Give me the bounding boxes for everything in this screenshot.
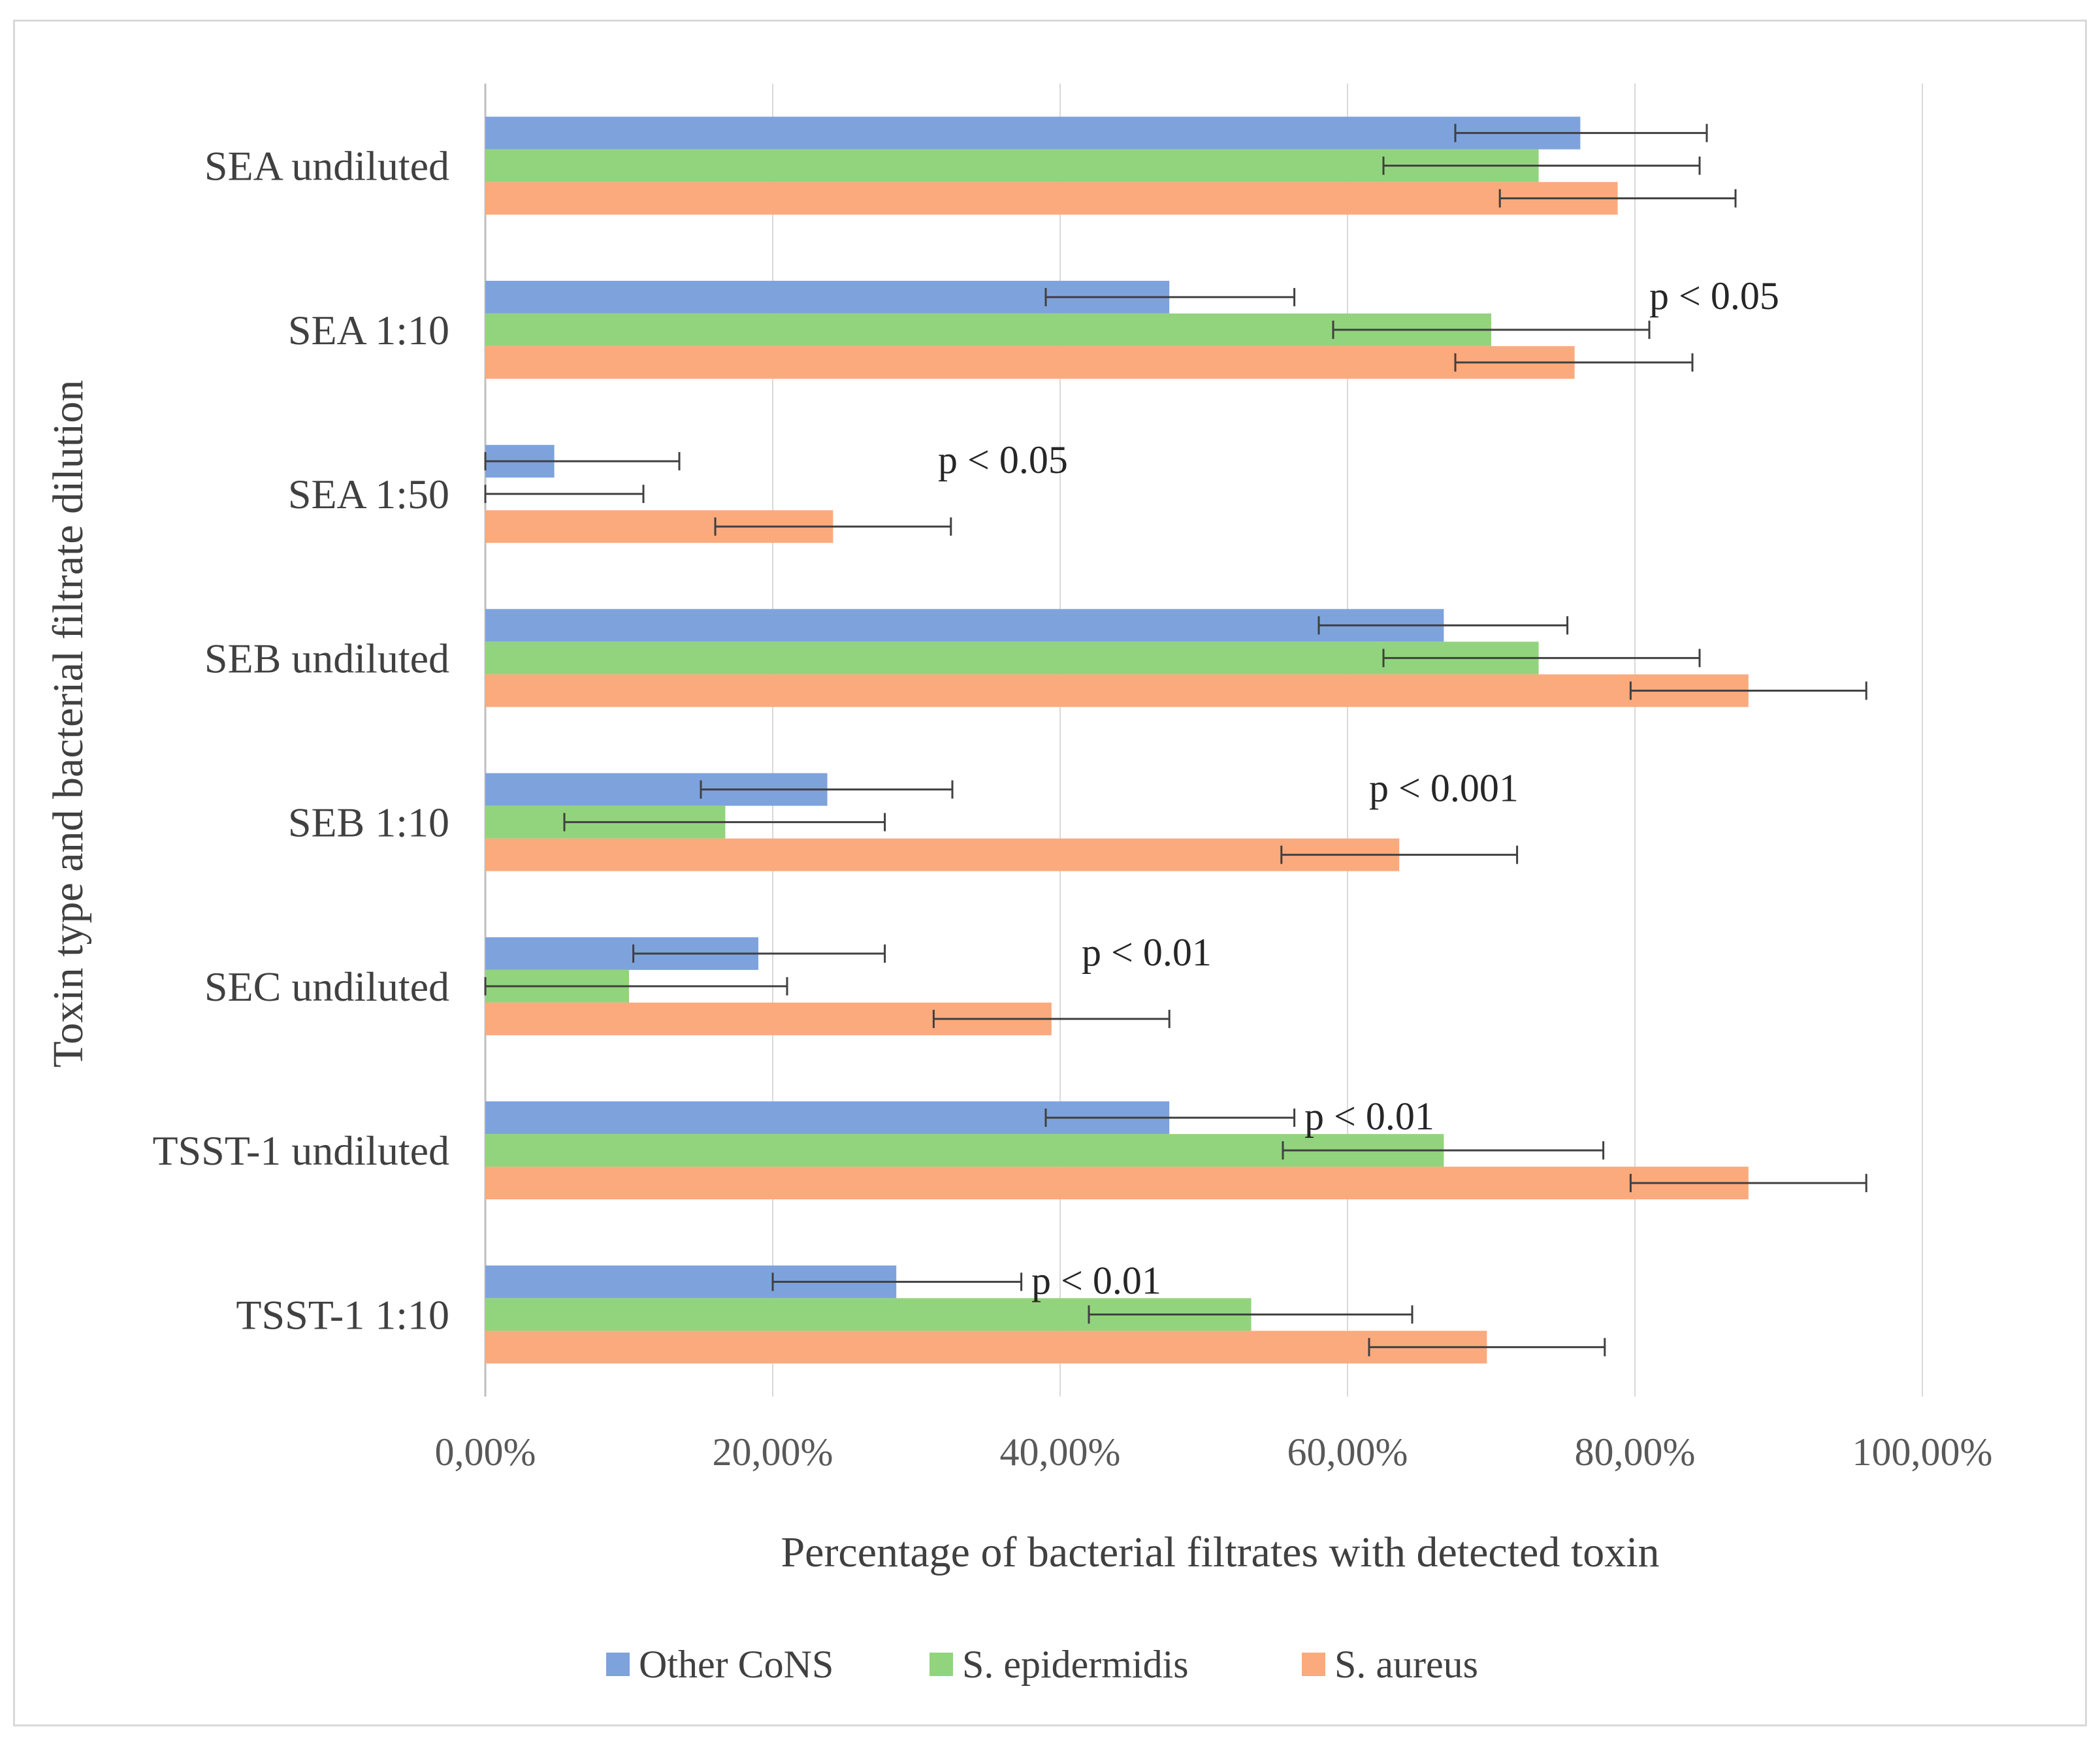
p-value-annotation: p < 0.01 [1304, 1095, 1434, 1138]
category-label-tsst-1-undiluted: TSST-1 undiluted [152, 1127, 449, 1174]
chart-frame: p < 0.05 p < 0.05 p < 0.001 p < 0.01 p < 0.0… [13, 20, 2087, 1726]
p-value-annotation: p < 0.01 [1082, 931, 1212, 974]
category-label-seb-undiluted: SEB undiluted [204, 635, 449, 681]
bar-s-epidermidis-sea-1-10 [485, 313, 1491, 346]
bars [485, 116, 1749, 1364]
p-value-annotation: p < 0.05 [1649, 274, 1779, 317]
category-label-sea-1-10: SEA 1:10 [288, 307, 449, 353]
bar-s-aureus-sea-1-10 [485, 346, 1575, 379]
category-label-sea-1-50: SEA 1:50 [288, 471, 449, 517]
y-axis-title: Toxin type and bacterial filtrate diluti… [44, 380, 92, 1068]
legend-swatch-s-aureus [1302, 1653, 1325, 1676]
bar-s-aureus-seb-undiluted [485, 674, 1749, 707]
x-tick-label: 20,00% [713, 1431, 833, 1474]
bar-s-epidermidis-seb-undiluted [485, 641, 1539, 675]
x-tick-label: 60,00% [1287, 1431, 1408, 1474]
bar-other-cons-seb-undiluted [485, 609, 1444, 642]
legend-label-s-aureus: S. aureus [1334, 1643, 1478, 1686]
category-label-seb-1-10: SEB 1:10 [288, 800, 449, 846]
x-tick-label: 0,00% [435, 1431, 536, 1474]
x-axis-title: Percentage of bacterial filtrates with d… [781, 1528, 1659, 1576]
chart: p < 0.05 p < 0.05 p < 0.001 p < 0.01 p < 0.0… [44, 84, 1993, 1686]
category-labels: SEA undiluted SEA 1:10 SEA 1:50 SEB undilut… [152, 143, 449, 1338]
legend-label-other-cons: Other CoNS [639, 1643, 833, 1686]
category-label-sec-undiluted: SEC undiluted [204, 963, 449, 1010]
bar-s-epidermidis-sea-undiluted [485, 149, 1539, 182]
error-bars [484, 123, 1867, 1357]
annotations: p < 0.05 p < 0.05 p < 0.001 p < 0.01 p < 0.0… [938, 274, 1779, 1302]
legend-label-s-epidermidis: S. epidermidis [962, 1643, 1189, 1686]
p-value-annotation: p < 0.001 [1369, 767, 1519, 810]
x-tick-label: 100,00% [1852, 1431, 1993, 1474]
bar-other-cons-sea-undiluted [485, 116, 1581, 150]
bar-s-aureus-sea-undiluted [485, 182, 1618, 215]
category-label-sea-undiluted: SEA undiluted [204, 143, 449, 189]
category-label-tsst-1-1-10: TSST-1 1:10 [236, 1291, 449, 1338]
bar-s-aureus-seb-1-10 [485, 838, 1400, 871]
bar-s-aureus-tsst-1-1-10 [485, 1331, 1487, 1364]
p-value-annotation: p < 0.01 [1031, 1259, 1161, 1302]
legend: Other CoNS S. epidermidis S. aureus [606, 1643, 1478, 1686]
x-tick-label: 40,00% [1000, 1431, 1121, 1474]
bar-s-aureus-tsst-1-undiluted [485, 1167, 1749, 1200]
legend-swatch-other-cons [606, 1653, 630, 1676]
x-tick-label: 80,00% [1575, 1431, 1696, 1474]
x-tick-labels: 0,00% 20,00% 40,00% 60,00% 80,00% 100,00% [435, 1431, 1993, 1474]
legend-swatch-s-epidermidis [929, 1653, 953, 1676]
p-value-annotation: p < 0.05 [938, 438, 1068, 481]
